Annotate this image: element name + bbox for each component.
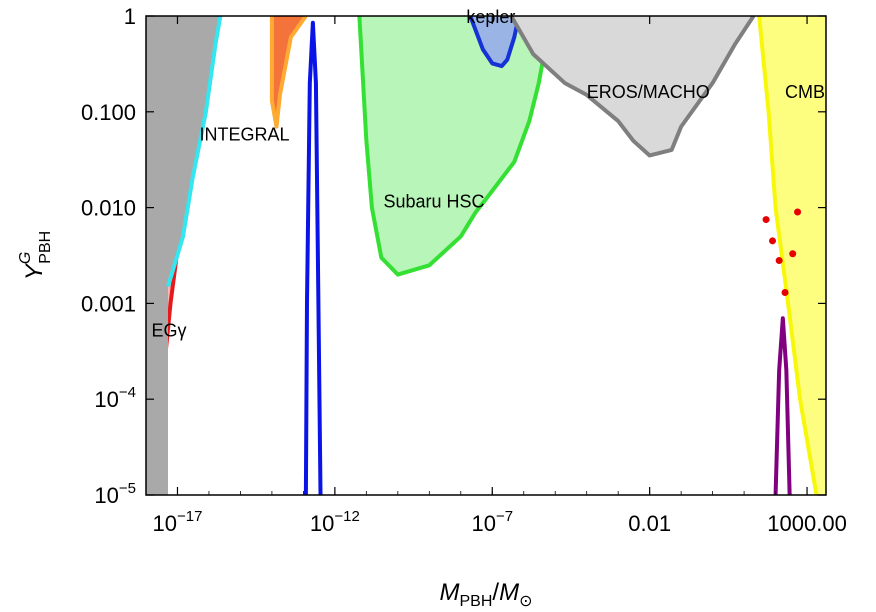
data-point-4 bbox=[781, 288, 789, 296]
peak-curve-1 bbox=[303, 20, 323, 495]
region-label-integral: INTEGRAL bbox=[199, 125, 289, 145]
data-point-5 bbox=[789, 250, 797, 258]
x-tick-label-1: 10−17 bbox=[153, 508, 203, 536]
region-label-cmb: CMB bbox=[785, 82, 825, 102]
x-axis-label: MPBH/M⊙ bbox=[440, 579, 533, 607]
plot-frame bbox=[145, 15, 827, 496]
y-tick-label-2: 0.100 bbox=[81, 100, 136, 125]
region-label-eros-macho: EROS/MACHO bbox=[587, 82, 710, 102]
data-point-6 bbox=[794, 208, 802, 216]
region-boundary-integral bbox=[166, 16, 223, 288]
region-fill-eros-macho bbox=[511, 16, 754, 156]
x-tick-label-5: 1000.00 bbox=[767, 511, 847, 536]
region-boundary-kepler bbox=[468, 16, 521, 69]
region-boundary-subaru-hsc bbox=[357, 16, 558, 277]
data-point-1 bbox=[762, 216, 770, 224]
region-label-eg-: EGγ bbox=[152, 321, 187, 341]
x-tick-label-3: 10−7 bbox=[471, 508, 513, 536]
y-tick-label-3: 0.010 bbox=[81, 196, 136, 221]
region-fill-unlabeled-2 bbox=[271, 16, 306, 127]
peak-curve-2 bbox=[773, 316, 792, 495]
y-tick-label-6: 10−5 bbox=[94, 480, 136, 508]
y-tick-label-5: 10−4 bbox=[94, 384, 136, 412]
x-tick-label-2: 10−12 bbox=[310, 508, 360, 536]
region-boundary-cmb bbox=[757, 16, 819, 495]
region-boundary-unlabeled-2 bbox=[269, 16, 308, 129]
region-label-kepler: kepler bbox=[466, 7, 515, 27]
x-tick-label-4: 0.01 bbox=[628, 511, 671, 536]
data-point-2 bbox=[769, 237, 777, 245]
data-point-3 bbox=[775, 257, 783, 265]
region-boundary-eros-macho bbox=[509, 16, 756, 158]
y-axis-label-group: YG PBH bbox=[17, 231, 54, 280]
y-axis-label: YG PBH bbox=[17, 231, 54, 280]
region-fill-integral bbox=[146, 16, 221, 495]
region-label-subaru-hsc: Subaru HSC bbox=[383, 192, 484, 212]
y-tick-label-1: 1 bbox=[124, 4, 136, 29]
region-fill-subaru-hsc bbox=[359, 16, 556, 275]
region-fill-kepler bbox=[470, 16, 519, 67]
y-tick-label-4: 0.001 bbox=[81, 291, 136, 316]
